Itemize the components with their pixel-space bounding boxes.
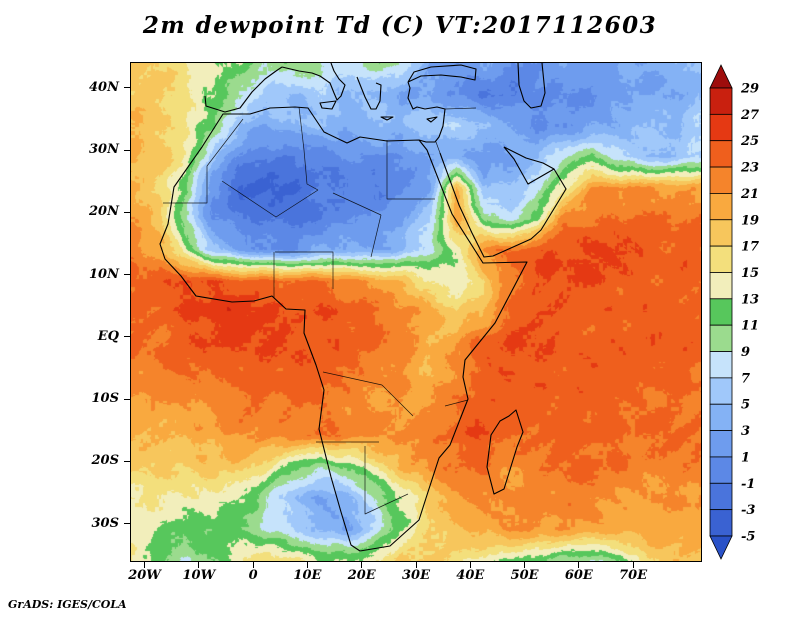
colorbar-segment	[709, 351, 733, 379]
colorbar-label: -3	[741, 503, 755, 518]
lon-tick-mark	[144, 562, 146, 568]
colorbar-segment	[709, 324, 733, 352]
colorbar-segment	[709, 482, 733, 511]
colorbar-segment	[709, 403, 733, 431]
lon-tick-label: 60E	[564, 568, 593, 583]
colorbar-segment	[709, 509, 733, 537]
colorbar-label: 7	[741, 371, 750, 386]
colorbar-label: 3	[741, 424, 750, 439]
colorbar-segment	[709, 272, 733, 300]
lon-tick-label: 50E	[510, 568, 539, 583]
lat-tick-label: 20S	[91, 453, 119, 469]
dewpoint-heatmap-canvas	[131, 63, 701, 561]
colorbar-label: 21	[740, 187, 759, 202]
colorbar-segment	[709, 87, 733, 115]
lon-tick-mark	[524, 562, 526, 568]
colorbar-label: -5	[741, 530, 755, 545]
lon-tick-mark	[198, 562, 200, 568]
colorbar-segment	[709, 113, 733, 142]
lon-tick-label: 20E	[347, 568, 376, 583]
lon-tick-label: 10W	[182, 568, 216, 583]
lat-tick-mark	[124, 460, 131, 462]
colorbar-segment	[709, 140, 733, 168]
lat-tick-mark	[124, 149, 131, 151]
lat-tick-mark	[124, 523, 131, 525]
colorbar-segment	[709, 456, 733, 484]
lat-tick-label: 10S	[91, 391, 119, 407]
lon-tick-label: 20W	[128, 568, 161, 583]
lon-tick-label: 70E	[619, 568, 648, 583]
colorbar-label: 13	[741, 292, 759, 307]
lat-tick-mark	[124, 87, 131, 89]
colorbar-label: -1	[741, 477, 755, 492]
colorbar-label: 5	[741, 398, 750, 413]
lon-tick-label: 40E	[456, 568, 485, 583]
colorbar-segment	[709, 430, 733, 458]
lat-tick-label: 40N	[89, 79, 119, 95]
lat-tick-mark	[124, 211, 131, 213]
lat-tick-label: EQ	[97, 328, 119, 344]
lon-tick-mark	[306, 562, 308, 568]
colorbar-segment	[709, 219, 733, 247]
lat-tick-mark	[124, 336, 131, 338]
colorbar-label: 11	[741, 319, 759, 334]
colorbar-arrow-top	[709, 64, 733, 89]
lat-tick-label: 20N	[89, 204, 119, 220]
lon-tick-label: 10E	[293, 568, 322, 583]
colorbar-label: 27	[740, 108, 759, 123]
colorbar-arrow-bottom	[709, 535, 733, 560]
lon-tick-mark	[578, 562, 580, 568]
colorbar-segment	[709, 298, 733, 326]
plot-title: 2m dewpoint Td (C) VT:2017112603	[142, 12, 658, 39]
colorbar-label: 29	[740, 82, 759, 97]
colorbar-label: 25	[740, 134, 759, 149]
colorbar-label: 9	[741, 345, 750, 360]
lon-tick-label: 0	[248, 568, 258, 583]
lon-tick-mark	[415, 562, 417, 568]
lon-tick-label: 30E	[402, 568, 430, 583]
lon-tick-mark	[469, 562, 471, 568]
colorbar-segment	[709, 377, 733, 405]
colorbar-label: 1	[741, 450, 750, 465]
lat-tick-label: 30N	[89, 142, 119, 158]
colorbar-label: 23	[740, 161, 759, 176]
colorbar-label: 19	[741, 213, 759, 228]
attribution: GrADS: IGES/COLA	[8, 598, 127, 611]
colorbar-segment	[709, 193, 733, 221]
lat-tick-mark	[124, 274, 131, 276]
lat-tick-label: 30S	[91, 515, 119, 531]
lon-tick-mark	[632, 562, 634, 568]
colorbar-label: 17	[741, 240, 759, 255]
colorbar-label: 15	[741, 266, 759, 281]
colorbar-segment	[709, 245, 733, 273]
lon-tick-mark	[252, 562, 254, 568]
map-plot-area: 40N 30N 20N 10N EQ 10S 20S 30S 20W 10W 0 10E 20E 30E 4…	[89, 62, 702, 583]
lon-tick-mark	[361, 562, 363, 568]
lat-tick-mark	[124, 398, 131, 400]
lat-tick-label: 10N	[89, 266, 119, 282]
colorbar-segment	[709, 166, 733, 194]
